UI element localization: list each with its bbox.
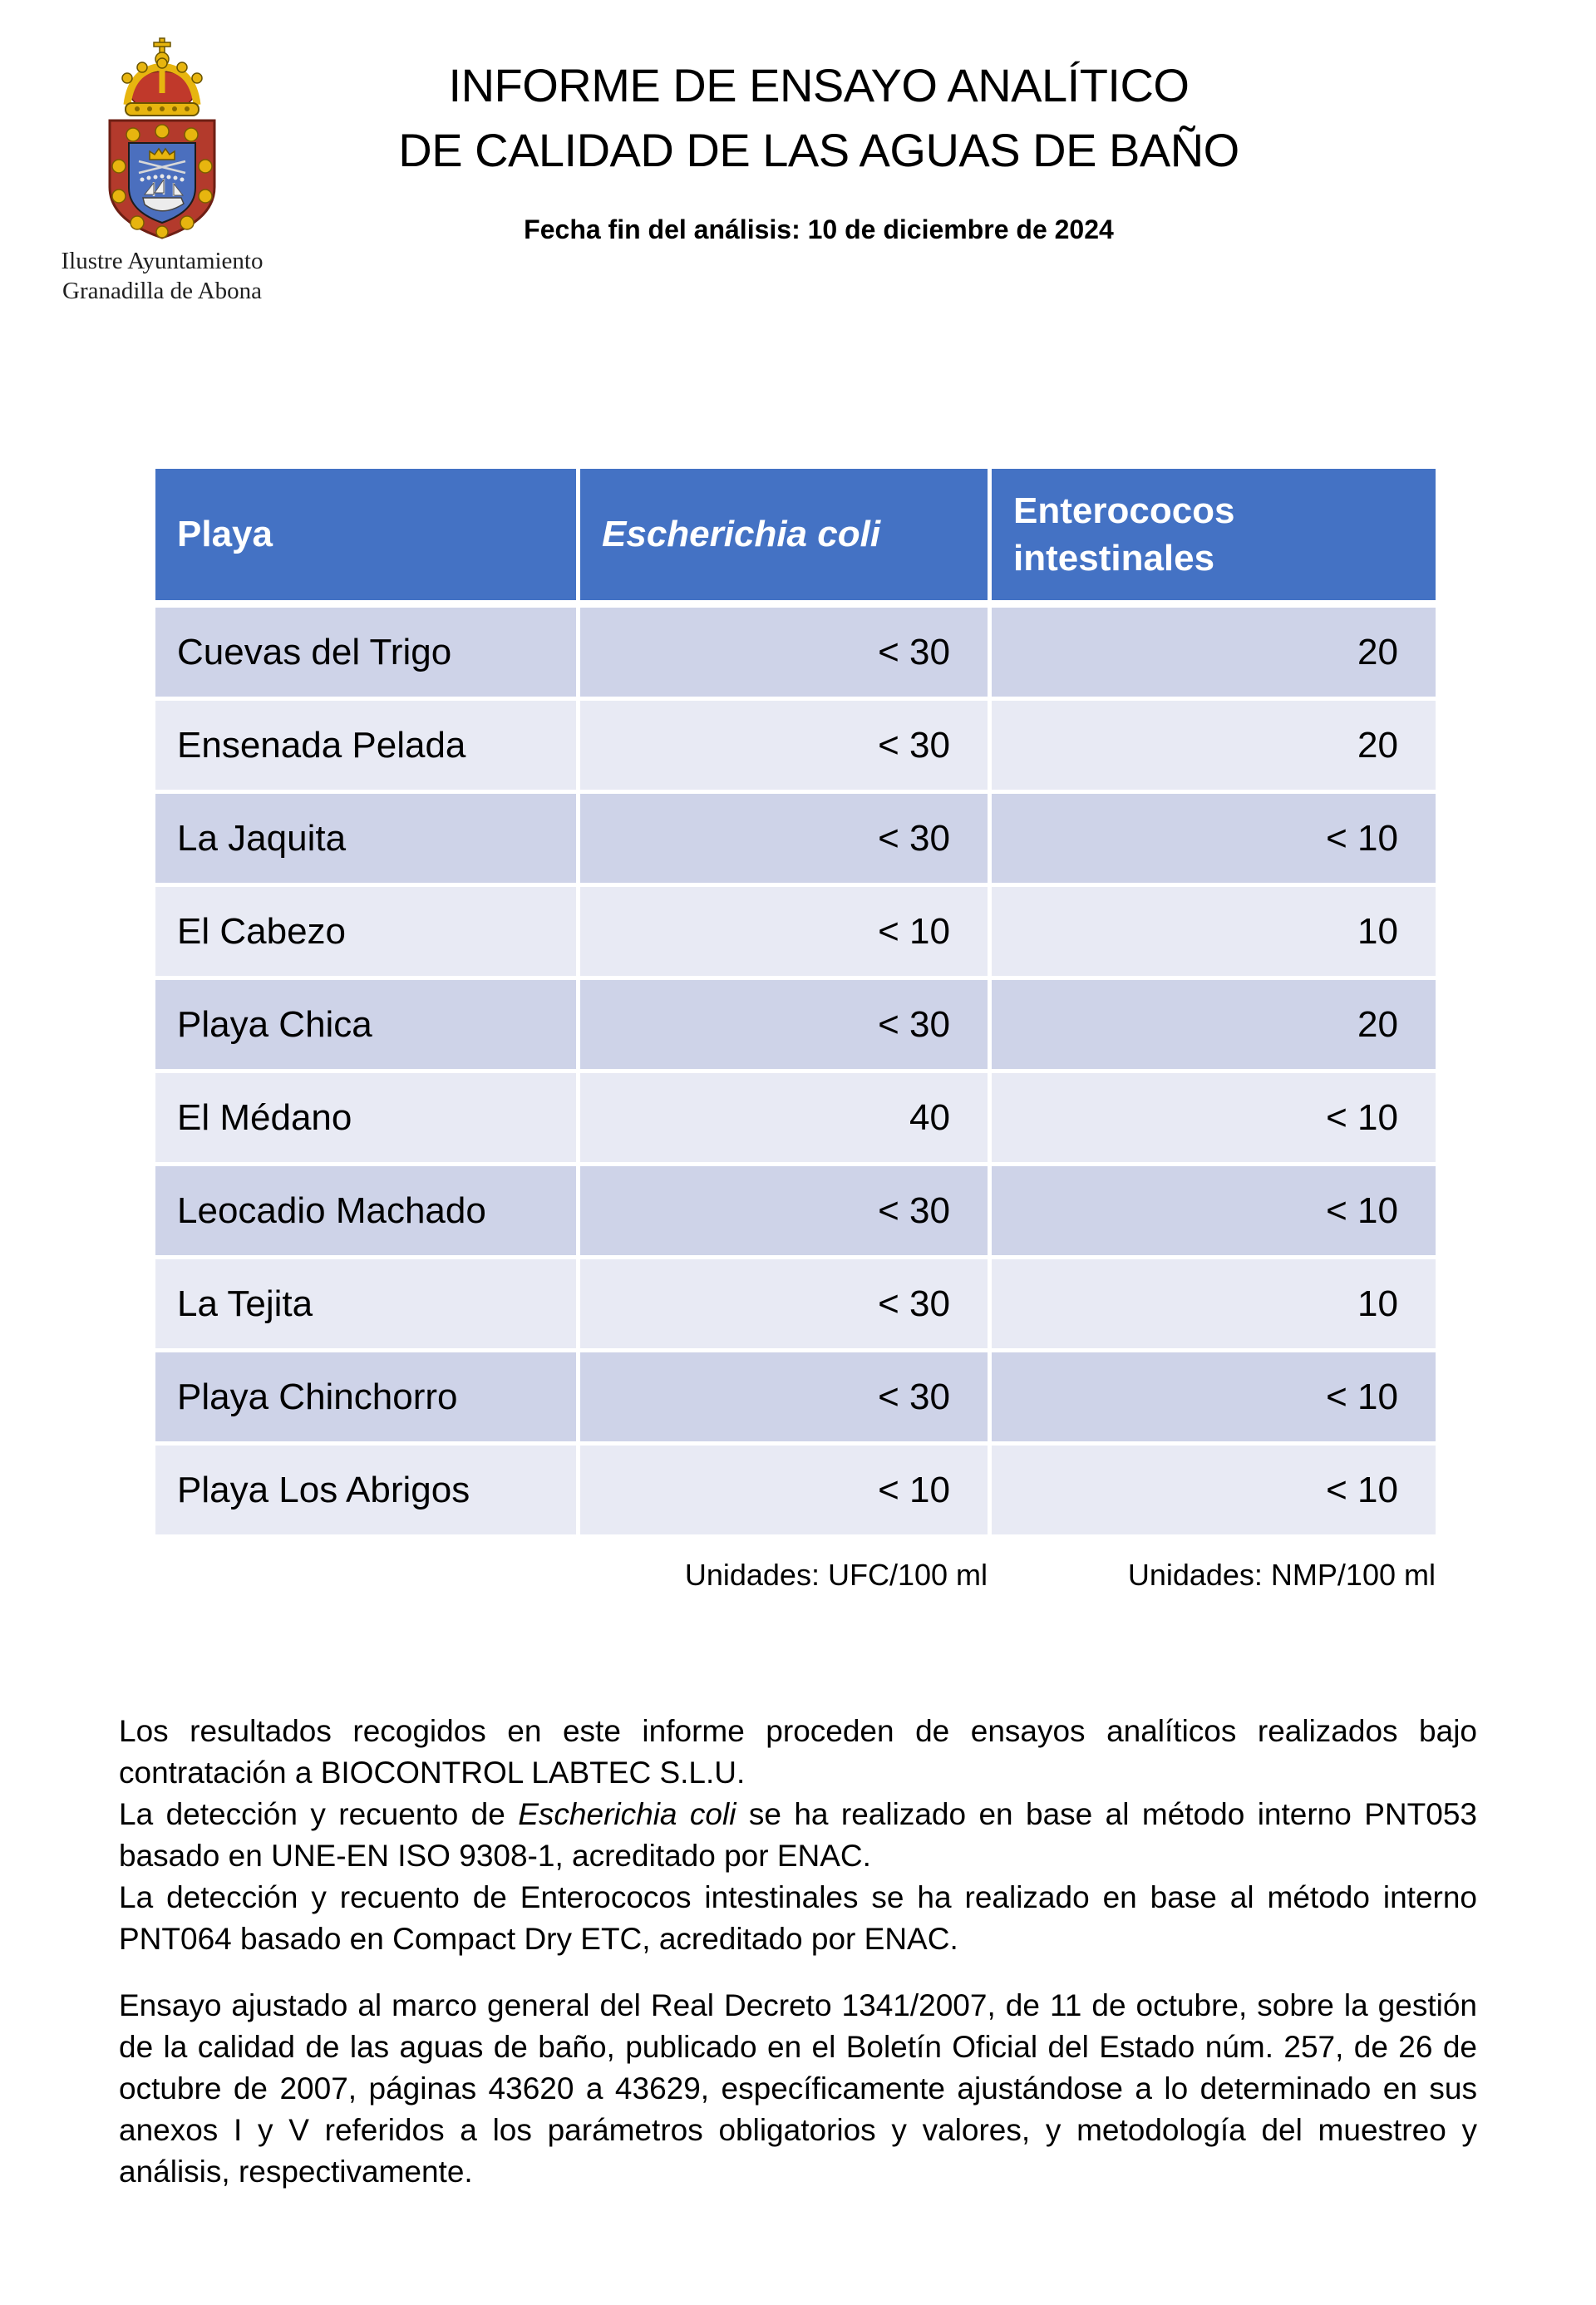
ecoli-value-cell: < 30 xyxy=(580,794,988,883)
column-header-enterococos: Enterococos intestinales xyxy=(992,469,1436,600)
note-legal-framework: Ensayo ajustado al marco general del Rea… xyxy=(119,1985,1477,2193)
beach-name-cell: Playa Chinchorro xyxy=(155,1352,576,1441)
enterococos-value-cell: < 10 xyxy=(992,1166,1436,1255)
ecoli-value-cell: < 10 xyxy=(580,1446,988,1534)
enterococos-value-cell: 20 xyxy=(992,980,1436,1069)
beach-name-cell: La Jaquita xyxy=(155,794,576,883)
beach-name-cell: Playa Los Abrigos xyxy=(155,1446,576,1534)
page-title-line2: DE CALIDAD DE LAS AGUAS DE BAÑO xyxy=(398,124,1239,176)
note-contractor: Los resultados recogidos en este informe… xyxy=(119,1711,1477,1794)
ecoli-value-cell: < 30 xyxy=(580,1352,988,1441)
results-table: Playa Escherichia coli Enterococos intes… xyxy=(155,469,1436,1534)
enterococos-value-cell: 20 xyxy=(992,701,1436,790)
ecoli-value-cell: < 30 xyxy=(580,980,988,1069)
beach-name-cell: El Médano xyxy=(155,1073,576,1162)
ecoli-value-cell: < 30 xyxy=(580,1259,988,1348)
enterococos-value-cell: < 10 xyxy=(992,1352,1436,1441)
note-legal-text: Ensayo ajustado al marco general del Rea… xyxy=(119,1988,1477,2189)
beach-name-cell: Cuevas del Trigo xyxy=(155,608,576,697)
page-title-line1: INFORME DE ENSAYO ANALÍTICO xyxy=(448,59,1190,111)
beach-name-cell: El Cabezo xyxy=(155,887,576,976)
municipality-logo: Ilustre Ayuntamiento Granadilla de Abona xyxy=(46,33,278,306)
results-table-body: Cuevas del Trigo < 30 20 Ensenada Pelada… xyxy=(155,608,1436,1534)
analysis-end-date: Fecha fin del análisis: 10 de diciembre … xyxy=(524,214,1114,244)
units-enterococos-label: Unidades: NMP/100 ml xyxy=(1127,1558,1436,1592)
enterococos-value-cell: 10 xyxy=(992,1259,1436,1348)
beach-name-cell: Playa Chica xyxy=(155,980,576,1069)
ecoli-value-cell: < 30 xyxy=(580,608,988,697)
note-ecoli-suffix: se ha realizado en base al método intern… xyxy=(119,1797,1477,1873)
report-header: INFORME DE ENSAYO ANALÍTICO DE CALIDAD D… xyxy=(42,53,1596,245)
ecoli-value-cell: < 30 xyxy=(580,701,988,790)
notes-section: Los resultados recogidos en este informe… xyxy=(119,1711,1477,2193)
beach-name-cell: Ensenada Pelada xyxy=(155,701,576,790)
logo-org-line2: Granadilla de Abona xyxy=(62,278,262,304)
note-enterococos-method: La detección y recuento de Enterococos i… xyxy=(119,1877,1477,1960)
ecoli-value-cell: < 10 xyxy=(580,887,988,976)
enterococos-value-cell: 20 xyxy=(992,608,1436,697)
note-enterococos-text: La detección y recuento de Enterococos i… xyxy=(119,1880,1477,1956)
note-ecoli-method: La detección y recuento de Escherichia c… xyxy=(119,1794,1477,1877)
coat-of-arms-icon xyxy=(108,37,216,239)
note-contractor-text: Los resultados recogidos en este informe… xyxy=(119,1714,1477,1790)
enterococos-value-cell: < 10 xyxy=(992,1446,1436,1534)
logo-org-line1: Ilustre Ayuntamiento xyxy=(61,248,264,274)
enterococos-value-cell: 10 xyxy=(992,887,1436,976)
ecoli-value-cell: 40 xyxy=(580,1073,988,1162)
note-ecoli-prefix: La detección y recuento de xyxy=(119,1797,519,1831)
beach-name-cell: Leocadio Machado xyxy=(155,1166,576,1255)
beach-name-cell: La Tejita xyxy=(155,1259,576,1348)
column-header-playa: Playa xyxy=(155,469,576,600)
column-header-ecoli: Escherichia coli xyxy=(580,469,988,600)
units-row: Unidades: UFC/100 ml Unidades: NMP/100 m… xyxy=(155,1558,1436,1593)
enterococos-value-cell: < 10 xyxy=(992,794,1436,883)
enterococos-value-cell: < 10 xyxy=(992,1073,1436,1162)
ecoli-value-cell: < 30 xyxy=(580,1166,988,1255)
units-ecoli-label: Unidades: UFC/100 ml xyxy=(684,1558,988,1592)
note-ecoli-species: Escherichia coli xyxy=(518,1797,736,1831)
results-table-header: Playa Escherichia coli Enterococos intes… xyxy=(155,469,1436,600)
